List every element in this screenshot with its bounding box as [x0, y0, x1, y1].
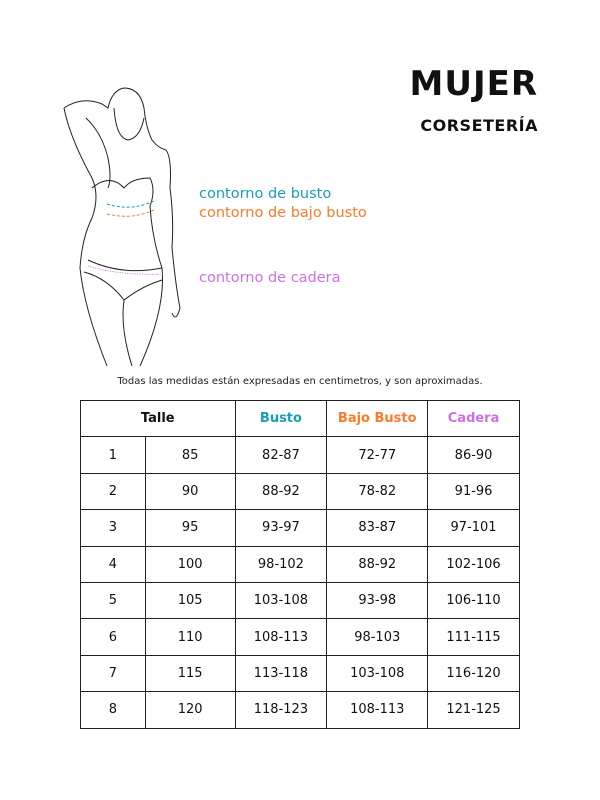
table-row: 8 120 118-123 108-113 121-125	[80, 691, 520, 729]
page-subtitle: CORSETERÍA	[420, 116, 538, 135]
bust-measure-label: contorno de busto	[199, 186, 332, 202]
table-row: 5 105 103-108 93-98 106-110	[80, 581, 520, 620]
bajo-busto-value: 83-87	[326, 509, 429, 547]
talle-size: 85	[144, 436, 236, 474]
header-bajo-busto: Bajo Busto	[326, 399, 429, 438]
header-cadera: Cadera	[427, 399, 520, 438]
hip-measure-label: contorno de cadera	[199, 270, 341, 286]
bajo-busto-value: 108-113	[326, 691, 429, 729]
cadera-value: 116-120	[427, 654, 520, 693]
cadera-value: 102-106	[427, 545, 520, 583]
talle-number: 5	[80, 581, 146, 620]
busto-value: 113-118	[234, 654, 328, 693]
table-row: 4 100 98-102 88-92 102-106	[80, 545, 520, 583]
bajo-busto-value: 88-92	[326, 545, 429, 583]
busto-value: 82-87	[234, 436, 328, 474]
cadera-value: 111-115	[427, 618, 520, 656]
cadera-value: 106-110	[427, 581, 520, 620]
cadera-value: 121-125	[427, 691, 520, 729]
talle-number: 8	[80, 691, 146, 729]
busto-value: 98-102	[234, 545, 328, 583]
talle-number: 7	[80, 654, 146, 693]
header-busto: Busto	[234, 399, 328, 438]
talle-number: 1	[80, 436, 146, 474]
bajo-busto-value: 93-98	[326, 581, 429, 620]
underbust-measure-label: contorno de bajo busto	[199, 205, 367, 221]
talle-number: 4	[80, 545, 146, 583]
cadera-value: 91-96	[427, 472, 520, 511]
talle-size: 90	[144, 472, 236, 511]
busto-value: 88-92	[234, 472, 328, 511]
busto-value: 108-113	[234, 618, 328, 656]
bajo-busto-value: 72-77	[326, 436, 429, 474]
header-talle: Talle	[80, 399, 236, 438]
table-row: 3 95 93-97 83-87 97-101	[80, 509, 520, 547]
talle-number: 2	[80, 472, 146, 511]
busto-value: 93-97	[234, 509, 328, 547]
talle-number: 6	[80, 618, 146, 656]
table-row: 6 110 108-113 98-103 111-115	[80, 618, 520, 656]
busto-value: 118-123	[234, 691, 328, 729]
page-title: MUJER	[409, 64, 538, 104]
bajo-busto-value: 98-103	[326, 618, 429, 656]
bajo-busto-value: 78-82	[326, 472, 429, 511]
cadera-value: 86-90	[427, 436, 520, 474]
cadera-value: 97-101	[427, 509, 520, 547]
busto-value: 103-108	[234, 581, 328, 620]
table-row: 7 115 113-118 103-108 116-120	[80, 654, 520, 693]
talle-size: 105	[144, 581, 236, 620]
table-row: 1 85 82-87 72-77 86-90	[80, 436, 520, 474]
talle-size: 100	[144, 545, 236, 583]
talle-number: 3	[80, 509, 146, 547]
measurement-note: Todas las medidas están expresadas en ce…	[117, 376, 483, 387]
talle-size: 95	[144, 509, 236, 547]
body-measurement-illustration	[63, 87, 181, 367]
table-header-row: Talle Busto Bajo Busto Cadera	[80, 399, 520, 438]
talle-size: 115	[144, 654, 236, 693]
talle-size: 120	[144, 691, 236, 729]
talle-size: 110	[144, 618, 236, 656]
table-row: 2 90 88-92 78-82 91-96	[80, 472, 520, 511]
size-table: Talle Busto Bajo Busto Cadera 1 85 82-87 72…	[80, 399, 520, 729]
bajo-busto-value: 103-108	[326, 654, 429, 693]
